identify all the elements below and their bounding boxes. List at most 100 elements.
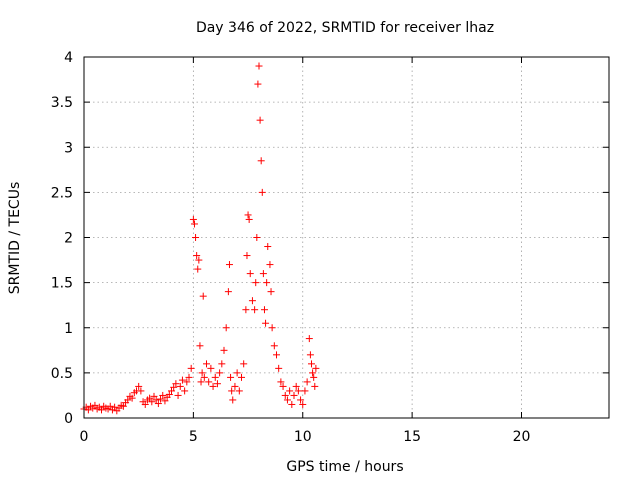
data-point bbox=[152, 396, 160, 404]
data-point bbox=[224, 288, 232, 296]
data-point bbox=[297, 396, 305, 404]
data-point bbox=[135, 382, 143, 390]
y-tick-label: 2 bbox=[64, 231, 73, 247]
data-point bbox=[185, 373, 193, 381]
data-point bbox=[251, 306, 259, 314]
data-point bbox=[292, 382, 300, 390]
y-tick-label: 3 bbox=[64, 140, 73, 156]
data-point bbox=[157, 395, 165, 403]
grid bbox=[84, 57, 609, 418]
data-point bbox=[228, 387, 236, 395]
data-point bbox=[159, 391, 167, 399]
y-tick-label: 1.5 bbox=[51, 276, 73, 292]
data-point bbox=[301, 387, 309, 395]
data-point bbox=[225, 261, 233, 269]
y-tick-label: 0.5 bbox=[51, 366, 73, 382]
data-point bbox=[98, 406, 105, 414]
data-point bbox=[309, 369, 317, 377]
data-point bbox=[84, 406, 92, 414]
data-point bbox=[312, 364, 320, 372]
data-point bbox=[146, 394, 154, 402]
data-point bbox=[183, 378, 191, 386]
data-point bbox=[111, 403, 119, 411]
data-point bbox=[255, 62, 263, 70]
data-point bbox=[288, 400, 296, 408]
data-point bbox=[248, 297, 256, 305]
chart-title: Day 346 of 2022, SRMTID for receiver lha… bbox=[196, 20, 494, 36]
data-point bbox=[128, 394, 136, 402]
data-point bbox=[308, 360, 315, 368]
data-point bbox=[216, 369, 224, 377]
data-point bbox=[200, 373, 208, 381]
data-point bbox=[266, 261, 274, 269]
data-point bbox=[263, 279, 271, 287]
y-tick-label: 1 bbox=[64, 321, 73, 337]
data-point bbox=[229, 396, 237, 404]
data-points bbox=[80, 62, 320, 415]
data-point bbox=[259, 270, 267, 278]
data-point bbox=[141, 400, 149, 408]
x-tick-label: 20 bbox=[513, 429, 531, 445]
data-point bbox=[195, 256, 203, 264]
data-point bbox=[170, 383, 178, 391]
data-point bbox=[190, 220, 198, 228]
data-point bbox=[244, 211, 252, 219]
data-point bbox=[213, 380, 221, 388]
data-point bbox=[106, 402, 114, 410]
data-point bbox=[137, 387, 145, 395]
data-point bbox=[196, 342, 204, 350]
data-point bbox=[174, 391, 182, 399]
data-point bbox=[252, 279, 260, 287]
data-point bbox=[222, 324, 230, 332]
data-point bbox=[257, 157, 265, 165]
data-point bbox=[277, 378, 285, 386]
data-point bbox=[283, 396, 291, 404]
data-point bbox=[178, 376, 186, 384]
data-point bbox=[240, 360, 248, 368]
data-point bbox=[256, 116, 264, 124]
data-point bbox=[193, 252, 201, 260]
y-tick-label: 3.5 bbox=[51, 95, 73, 111]
data-point bbox=[209, 382, 217, 390]
data-point bbox=[197, 378, 205, 386]
data-point bbox=[286, 387, 294, 395]
axis-ticks bbox=[83, 56, 609, 419]
data-point bbox=[227, 373, 235, 381]
data-point bbox=[154, 400, 162, 408]
data-point bbox=[91, 401, 99, 409]
data-point bbox=[262, 319, 270, 327]
x-tick-label: 15 bbox=[403, 429, 421, 445]
data-point bbox=[233, 369, 241, 377]
data-point bbox=[275, 364, 283, 372]
data-point bbox=[253, 234, 261, 241]
y-tick-label: 4 bbox=[64, 50, 73, 66]
data-point bbox=[305, 335, 313, 343]
data-point bbox=[270, 342, 278, 350]
data-point bbox=[311, 382, 319, 390]
data-point bbox=[242, 306, 250, 314]
data-point bbox=[119, 402, 127, 410]
x-tick-label: 5 bbox=[189, 429, 198, 445]
data-point bbox=[181, 387, 189, 395]
data-point bbox=[281, 391, 289, 399]
data-point bbox=[235, 387, 243, 395]
data-point bbox=[246, 270, 254, 278]
data-point bbox=[124, 396, 132, 404]
data-point bbox=[205, 378, 213, 386]
data-point bbox=[165, 391, 173, 399]
data-point bbox=[192, 234, 200, 241]
data-point bbox=[267, 288, 275, 296]
data-point bbox=[238, 373, 245, 381]
data-point bbox=[203, 360, 210, 368]
x-axis-label: GPS time / hours bbox=[286, 459, 403, 475]
y-axis-label: SRMTID / TECUs bbox=[7, 182, 23, 295]
data-point bbox=[303, 378, 311, 386]
data-point bbox=[168, 387, 175, 395]
data-point bbox=[161, 397, 169, 405]
data-point bbox=[245, 215, 253, 223]
data-point bbox=[279, 382, 287, 390]
y-tick-label: 0 bbox=[64, 411, 73, 427]
data-point bbox=[299, 400, 307, 408]
data-point bbox=[194, 265, 202, 273]
